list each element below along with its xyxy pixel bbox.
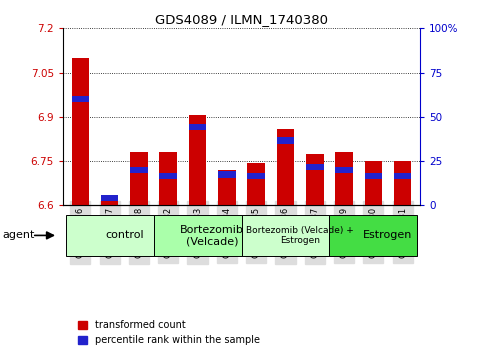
Bar	[159, 152, 177, 205]
Bar	[365, 172, 382, 179]
Bar	[394, 161, 412, 205]
Legend: transformed count, percentile rank within the sample: transformed count, percentile rank withi…	[74, 316, 264, 349]
Bar	[277, 129, 294, 205]
Bar	[247, 162, 265, 205]
Text: agent: agent	[2, 230, 35, 240]
Bar	[335, 152, 353, 205]
Bar	[71, 58, 89, 205]
Bar	[218, 171, 236, 178]
Text: control: control	[105, 230, 143, 240]
Bar	[335, 167, 353, 173]
FancyBboxPatch shape	[66, 215, 154, 256]
Bar	[189, 115, 206, 205]
Bar	[159, 172, 177, 179]
Bar	[130, 167, 148, 173]
Bar	[277, 137, 294, 144]
Bar	[101, 195, 118, 201]
Bar	[71, 96, 89, 102]
Text: Estrogen: Estrogen	[363, 230, 412, 240]
Bar	[189, 124, 206, 130]
Bar	[306, 164, 324, 170]
FancyBboxPatch shape	[242, 215, 329, 256]
Bar	[130, 152, 148, 205]
Bar	[101, 195, 118, 205]
Bar	[394, 172, 412, 179]
Text: Bortezomib (Velcade) +
Estrogen: Bortezomib (Velcade) + Estrogen	[246, 226, 354, 245]
Text: Bortezomib
(Velcade): Bortezomib (Velcade)	[180, 224, 244, 246]
FancyBboxPatch shape	[329, 215, 417, 256]
Title: GDS4089 / ILMN_1740380: GDS4089 / ILMN_1740380	[155, 13, 328, 26]
Bar	[365, 161, 382, 205]
Bar	[218, 170, 236, 205]
Bar	[247, 172, 265, 179]
FancyBboxPatch shape	[154, 215, 242, 256]
Bar	[306, 154, 324, 205]
